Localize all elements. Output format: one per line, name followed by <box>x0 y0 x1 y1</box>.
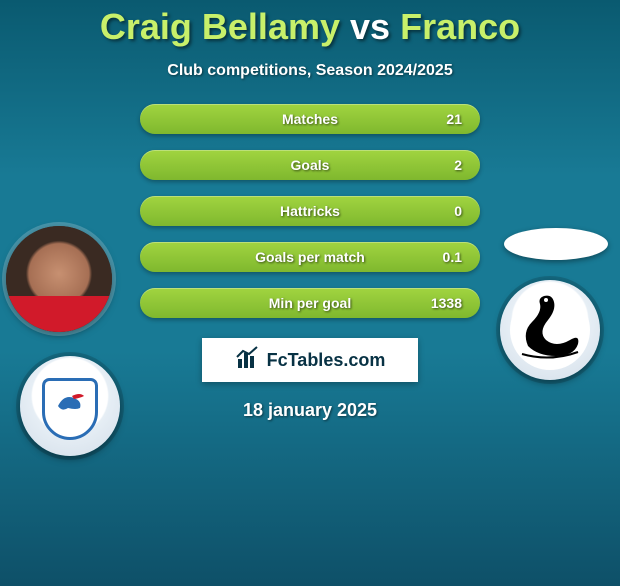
stat-right-value: 21 <box>422 111 462 127</box>
stat-row-goals-per-match: Goals per match 0.1 <box>140 242 480 272</box>
stat-row-goals: Goals 2 <box>140 150 480 180</box>
subtitle: Club competitions, Season 2024/2025 <box>0 62 620 80</box>
stat-label: Min per goal <box>198 295 422 311</box>
player1-name: Craig Bellamy <box>100 6 340 47</box>
stat-right-value: 0 <box>422 203 462 219</box>
stat-label: Hattricks <box>198 203 422 219</box>
stat-row-min-per-goal: Min per goal 1338 <box>140 288 480 318</box>
stat-right-value: 0.1 <box>422 249 462 265</box>
stats-list: Matches 21 Goals 2 Hattricks 0 Goals per… <box>140 104 480 318</box>
stat-label: Matches <box>198 111 422 127</box>
badge-site-label: FcTables.com <box>267 350 386 371</box>
fctables-badge[interactable]: FcTables.com <box>202 338 418 382</box>
stat-right-value: 1338 <box>422 295 462 311</box>
stat-label: Goals per match <box>198 249 422 265</box>
player2-name: Franco <box>400 6 520 47</box>
main-area: Matches 21 Goals 2 Hattricks 0 Goals per… <box>0 104 620 318</box>
player1-club-crest <box>20 356 120 456</box>
badge-site-suffix: .com <box>343 350 385 370</box>
player2-avatar-placeholder <box>504 228 608 260</box>
badge-site-main: FcTables <box>267 350 344 370</box>
stat-label: Goals <box>198 157 422 173</box>
stat-row-hattricks: Hattricks 0 <box>140 196 480 226</box>
vs-text: vs <box>350 6 390 47</box>
page-title: Craig Bellamy vs Franco <box>0 6 620 48</box>
player2-club-crest <box>500 280 600 380</box>
bar-chart-icon <box>235 345 261 376</box>
stat-row-matches: Matches 21 <box>140 104 480 134</box>
stat-right-value: 2 <box>422 157 462 173</box>
player1-avatar <box>6 226 112 332</box>
